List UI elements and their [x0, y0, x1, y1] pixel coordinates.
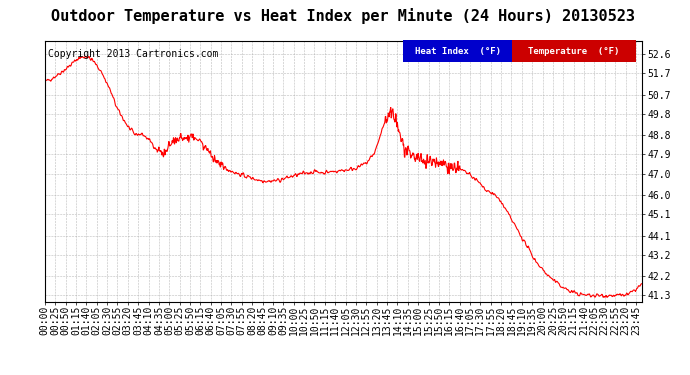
- Text: Copyright 2013 Cartronics.com: Copyright 2013 Cartronics.com: [48, 49, 218, 59]
- Text: Outdoor Temperature vs Heat Index per Minute (24 Hours) 20130523: Outdoor Temperature vs Heat Index per Mi…: [51, 8, 635, 24]
